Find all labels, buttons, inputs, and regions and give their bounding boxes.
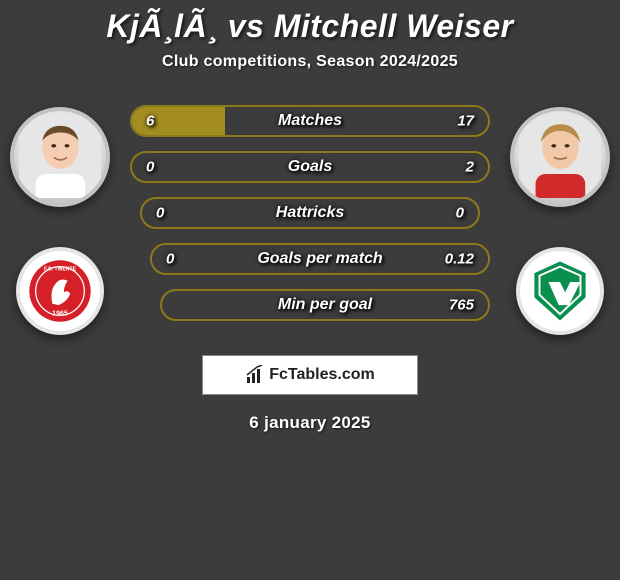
stat-label: Goals <box>288 158 332 176</box>
svg-text:F.C. TWENTE: F.C. TWENTE <box>44 267 77 273</box>
stat-value-left: 6 <box>146 113 154 130</box>
stat-bar: 765 Min per goal <box>160 289 490 321</box>
crest-icon: 1965 F.C. TWENTE <box>28 259 92 323</box>
stat-value-right: 0 <box>456 205 464 222</box>
comparison-card: KjÃ¸lÃ¸ vs Mitchell Weiser Club competit… <box>0 0 620 440</box>
date-line: 6 january 2025 <box>0 413 620 433</box>
stats-column: 6 17 Matches 0 2 Goals 0 0 Hattricks 0 0.12 Goals p… <box>120 105 500 321</box>
stat-value-left: 0 <box>146 159 154 176</box>
stat-value-left: 0 <box>166 251 174 268</box>
stat-bar: 0 0.12 Goals per match <box>150 243 490 275</box>
stat-label: Matches <box>278 112 342 130</box>
person-icon <box>519 116 602 199</box>
stat-label: Goals per match <box>257 250 382 268</box>
stat-value-left: 0 <box>156 205 164 222</box>
stat-bar: 0 0 Hattricks <box>140 197 480 229</box>
stat-value-right: 765 <box>449 297 474 314</box>
stat-value-right: 17 <box>457 113 474 130</box>
stat-value-right: 0.12 <box>445 251 474 268</box>
page-title: KjÃ¸lÃ¸ vs Mitchell Weiser <box>0 8 620 45</box>
stat-bar: 0 2 Goals <box>130 151 490 183</box>
person-icon <box>19 116 102 199</box>
club-left-crest: 1965 F.C. TWENTE <box>16 247 104 335</box>
watermark-text: FcTables.com <box>269 366 375 384</box>
watermark: FcTables.com <box>202 355 418 395</box>
stat-value-right: 2 <box>466 159 474 176</box>
stat-label: Hattricks <box>276 204 344 222</box>
body-row: 1965 F.C. TWENTE 6 17 Matches 0 2 Goals 0 0 Hatt… <box>0 105 620 335</box>
club-right-crest <box>516 247 604 335</box>
stat-label: Min per goal <box>278 296 372 314</box>
player-left-avatar <box>10 107 110 207</box>
right-column <box>500 105 620 335</box>
stat-bar: 6 17 Matches <box>130 105 490 137</box>
subtitle: Club competitions, Season 2024/2025 <box>0 53 620 71</box>
svg-text:1965: 1965 <box>52 310 68 317</box>
crest-icon <box>528 259 592 323</box>
player-right-avatar <box>510 107 610 207</box>
left-column: 1965 F.C. TWENTE <box>0 105 120 335</box>
chart-icon <box>245 365 265 385</box>
